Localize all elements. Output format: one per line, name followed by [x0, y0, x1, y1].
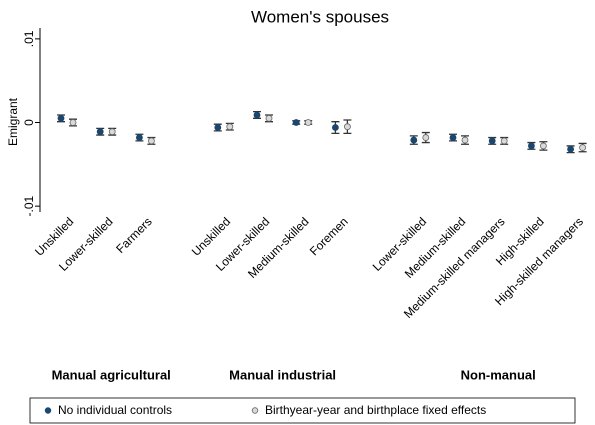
- group-label: Manual industrial: [229, 367, 336, 382]
- x-tick-label: Foremen: [307, 214, 351, 258]
- point: [528, 142, 535, 150]
- point: [57, 114, 65, 122]
- point: [135, 134, 143, 141]
- point: [461, 136, 469, 144]
- point: [265, 114, 273, 122]
- y-tick-label: 0: [22, 119, 36, 126]
- legend-marker: [44, 407, 52, 414]
- group-label: Manual agricultural: [52, 367, 171, 382]
- legend-label: No individual controls: [58, 403, 172, 417]
- y-axis-label: Emigrant: [6, 97, 20, 146]
- legend-marker: [251, 407, 259, 414]
- point: [108, 128, 116, 136]
- point: [147, 137, 155, 145]
- legend-box: [29, 397, 576, 424]
- point: [579, 144, 586, 152]
- point: [253, 111, 261, 119]
- point: [410, 136, 418, 144]
- point: [214, 124, 222, 131]
- y-tick-label: -.01: [22, 195, 36, 216]
- point: [343, 123, 351, 131]
- point: [449, 134, 457, 141]
- chart-title: Women's spouses: [251, 7, 389, 26]
- point: [304, 119, 312, 126]
- point: [540, 142, 547, 150]
- point: [226, 123, 234, 131]
- point: [500, 137, 508, 145]
- y-tick-label: .01: [22, 30, 36, 47]
- group-label: Non-manual: [461, 367, 536, 382]
- point: [96, 128, 104, 136]
- point: [292, 119, 300, 126]
- point: [567, 145, 574, 153]
- legend-label: Birthyear-year and birthplace fixed effe…: [265, 403, 486, 417]
- point: [422, 134, 430, 141]
- point: [69, 119, 77, 126]
- point: [331, 124, 339, 131]
- x-tick-label: Farmers: [113, 214, 154, 255]
- point: [488, 137, 496, 145]
